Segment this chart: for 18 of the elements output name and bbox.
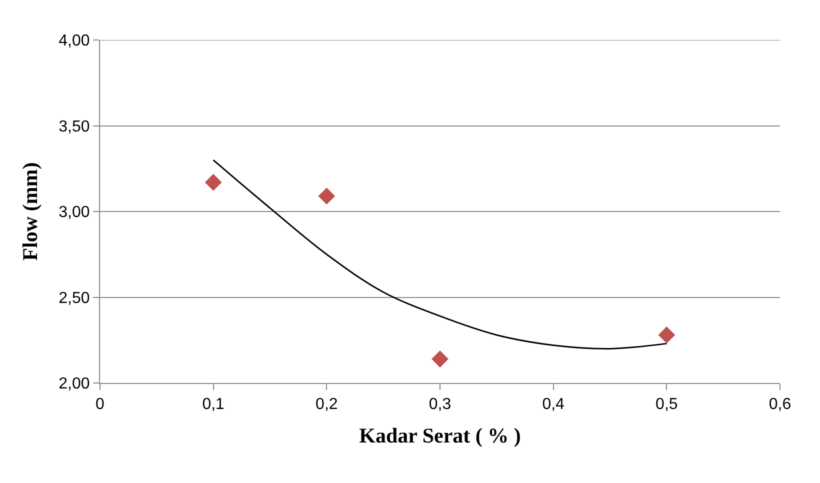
x-tick-label: 0,3 [428,396,452,414]
y-axis-title: Flow (mm) [18,162,42,261]
point [204,174,222,191]
x-tick-label: 0,5 [656,396,678,414]
x-tick-label: 0,6 [768,396,792,414]
point [318,188,336,205]
point [432,350,448,368]
x-tick-label: 0,4 [542,396,565,414]
point [658,326,676,344]
y-tick-label: 2,00 [58,376,90,393]
x-tick-label: 0 [96,396,105,414]
y-tick-label: 3,00 [58,204,90,222]
x-axis-title: Kadar Serat ( % ) [359,423,521,448]
x-tick-label: 0,1 [202,396,225,414]
y-tick-label: 3,50 [58,118,90,136]
y-tick-label: 4,00 [58,32,90,50]
x-tick-label: 0,2 [316,396,338,414]
y-tick-label: 2,50 [58,290,90,307]
